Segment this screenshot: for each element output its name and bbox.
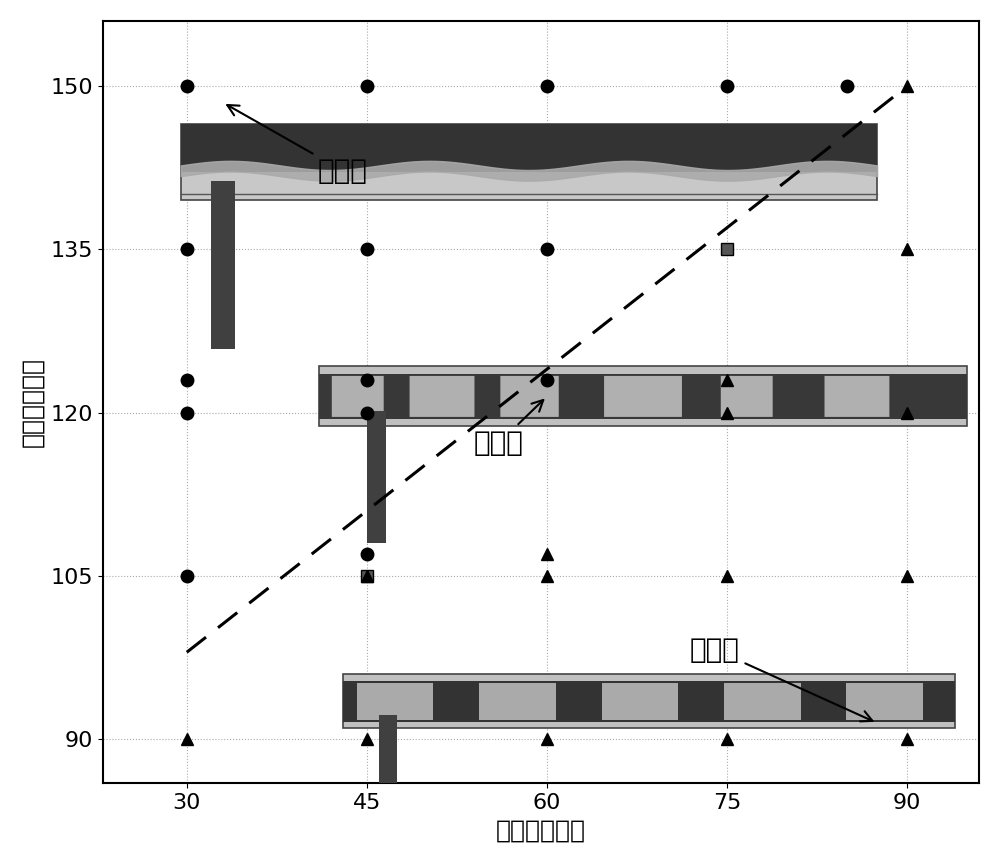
Bar	[319, 374, 967, 419]
Bar	[846, 683, 923, 720]
FancyBboxPatch shape	[332, 376, 384, 417]
Y-axis label: 上壁面接触角: 上壁面接触角	[21, 357, 45, 447]
Bar	[367, 412, 386, 543]
Bar	[319, 367, 967, 426]
Bar	[343, 674, 955, 728]
Text: 段塞流: 段塞流	[690, 636, 872, 721]
Bar	[602, 683, 678, 720]
Bar	[357, 683, 433, 720]
FancyBboxPatch shape	[410, 376, 474, 417]
Text: 过渡流: 过渡流	[474, 400, 543, 457]
Bar	[211, 181, 235, 349]
Bar	[724, 683, 801, 720]
Bar	[379, 715, 397, 856]
FancyBboxPatch shape	[604, 376, 682, 417]
Bar	[479, 683, 556, 720]
Bar	[181, 124, 877, 200]
Bar	[343, 681, 955, 722]
FancyBboxPatch shape	[500, 376, 559, 417]
X-axis label: 下壁面接触角: 下壁面接触角	[496, 818, 586, 842]
Bar	[181, 124, 877, 172]
FancyBboxPatch shape	[825, 376, 889, 417]
FancyBboxPatch shape	[721, 376, 773, 417]
Text: 分层流: 分层流	[227, 105, 368, 185]
